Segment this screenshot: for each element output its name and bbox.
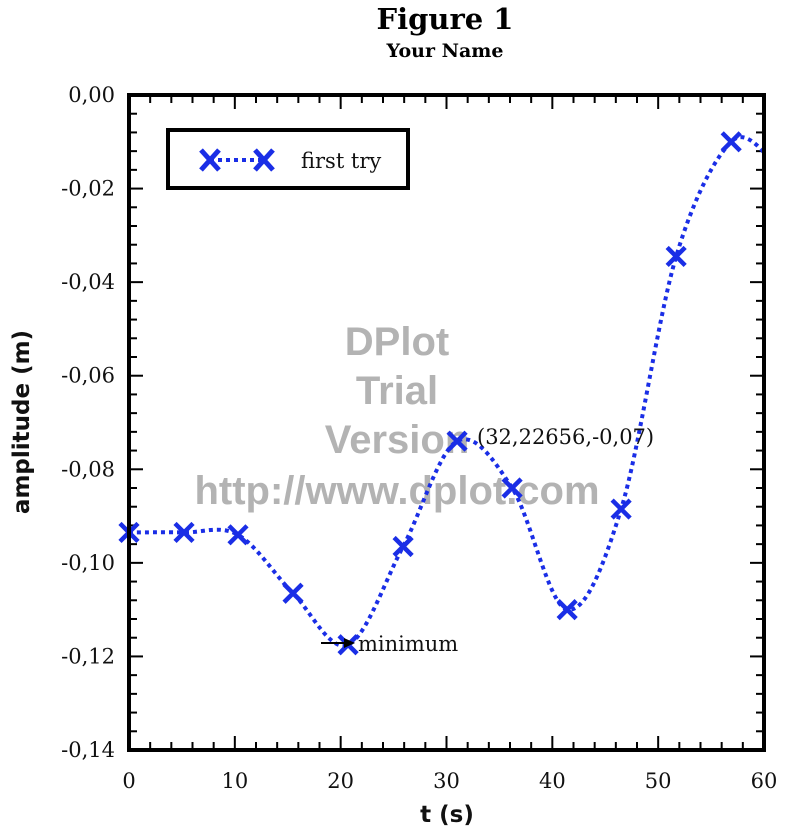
annotation-point-label: (32,22656,-0,07) — [477, 425, 654, 449]
series-layer — [118, 131, 764, 656]
plot-frame — [127, 93, 766, 752]
x-tick-label: 30 — [433, 769, 460, 793]
x-tick-label: 0 — [122, 769, 135, 793]
x-tick-label: 40 — [539, 769, 566, 793]
annotations: (32,22656,-0,07) minimum — [321, 425, 654, 656]
data-point-marker — [392, 535, 414, 558]
chart-subtitle: Your Name — [386, 40, 504, 62]
y-tick-label: -0,08 — [61, 457, 115, 481]
x-axis-label: t (s) — [420, 802, 474, 828]
y-tick-label: -0,12 — [61, 644, 115, 668]
y-tick-label: -0,10 — [61, 551, 115, 575]
y-tick-label: -0,14 — [61, 738, 115, 762]
y-tick-label: 0,00 — [68, 83, 115, 107]
y-tick-label: -0,02 — [61, 177, 115, 201]
axis-tick-labels: 0 10 20 30 40 50 60 0,00 -0,02 -0,04 -0,06 -0,08 -0,… — [61, 83, 777, 793]
y-tick-label: -0,06 — [61, 364, 115, 388]
chart-title: Figure 1 — [377, 2, 514, 36]
data-point-marker — [173, 521, 195, 544]
x-tick-label: 10 — [221, 769, 248, 793]
watermark: DPlot Trial Version http://www.dplot.com — [194, 320, 599, 513]
data-point-marker — [665, 245, 687, 268]
y-tick-label: -0,04 — [61, 270, 115, 294]
annotation-minimum-label: minimum — [358, 632, 458, 656]
data-point-marker — [501, 477, 523, 499]
data-point-marker — [556, 599, 578, 621]
legend: first try — [166, 128, 410, 190]
legend-marker-x-icon — [253, 148, 275, 172]
y-axis-label: amplitude (m) — [9, 330, 35, 514]
x-tick-label: 50 — [645, 769, 672, 793]
series-line — [129, 135, 764, 648]
legend-label: first try — [301, 149, 381, 173]
x-tick-label: 20 — [327, 769, 354, 793]
watermark-line-4: http://www.dplot.com — [194, 469, 599, 513]
x-tick-label: 60 — [751, 769, 778, 793]
watermark-line-1: DPlot — [345, 320, 449, 364]
legend-marker-x-icon — [199, 148, 221, 172]
data-point-marker — [446, 430, 468, 452]
annotation-arrowhead — [344, 638, 355, 648]
data-point-marker — [227, 524, 249, 546]
watermark-line-2: Trial — [356, 369, 438, 413]
data-point-marker — [720, 131, 742, 153]
data-point-marker — [610, 498, 632, 520]
data-point-marker — [282, 582, 304, 604]
watermark-line-3: Version — [325, 418, 470, 462]
